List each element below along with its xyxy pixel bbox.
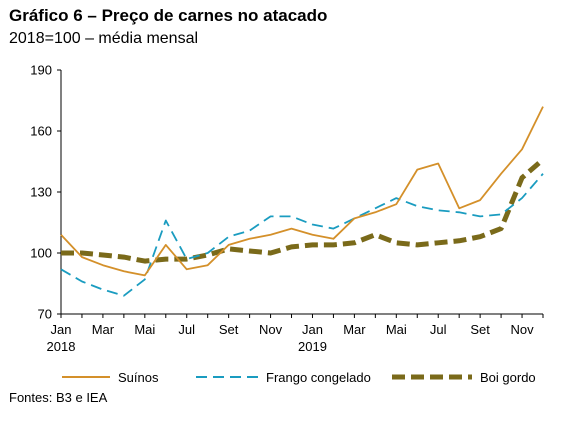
x-tick-label: Mar	[343, 322, 366, 337]
y-tick-label: 190	[30, 63, 52, 78]
y-tick-label: 130	[30, 185, 52, 200]
y-tick-label: 160	[30, 124, 52, 139]
x-tick-label-year: 2018	[47, 339, 76, 354]
chart-title: Gráfico 6 – Preço de carnes no atacado	[9, 6, 328, 25]
legend-label-frango: Frango congelado	[266, 369, 371, 385]
source-note: Fontes: B3 e IEA	[9, 390, 108, 405]
x-tick-label: Set	[219, 322, 239, 337]
legend-item-boi: Boi gordo	[392, 367, 536, 387]
series-line-suinos	[60, 106, 544, 277]
chart-subtitle: 2018=100 – média mensal	[9, 30, 199, 47]
legend-item-suinos: Suínos	[62, 367, 158, 387]
x-tick-label: Jan	[302, 322, 323, 337]
x-tick-label: Jan	[51, 322, 72, 337]
legend-label-suinos: Suínos	[118, 369, 159, 385]
y-tick-label: 100	[30, 246, 52, 261]
line-chart: 70 100 130 160 190 Jan 2018 Mar Mai Jul Set Nov Jan 2…	[30, 63, 545, 354]
legend-item-frango: Frango congelado	[196, 367, 371, 387]
legend-label-boi: Boi gordo	[480, 369, 536, 385]
x-tick-label: Mai	[134, 322, 155, 337]
legend-swatch-frango	[196, 376, 258, 378]
y-tick-label: 70	[38, 307, 52, 322]
x-tick-label: Jul	[430, 322, 447, 337]
series-line-frango	[60, 173, 544, 297]
x-tick-label: Nov	[259, 322, 283, 337]
legend-swatch-suinos	[62, 376, 110, 378]
series-line-boi	[61, 157, 545, 264]
x-tick-label: Mai	[386, 322, 407, 337]
x-tick-label: Mar	[92, 322, 115, 337]
x-tick-label: Set	[470, 322, 490, 337]
legend-swatch-boi	[392, 374, 472, 380]
chart-legend: Suínos Frango congelado Boi gordo	[0, 367, 562, 387]
x-tick-label-year: 2019	[298, 339, 327, 354]
x-tick-label: Jul	[178, 322, 195, 337]
x-tick-label: Nov	[510, 322, 534, 337]
